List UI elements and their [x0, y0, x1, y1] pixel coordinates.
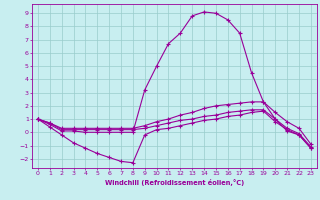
X-axis label: Windchill (Refroidissement éolien,°C): Windchill (Refroidissement éolien,°C): [105, 179, 244, 186]
